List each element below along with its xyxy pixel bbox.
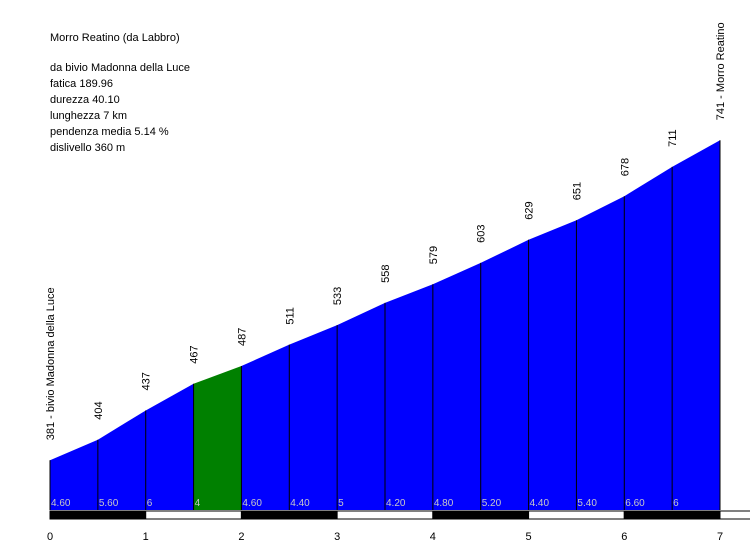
info-line: fatica 189.96: [50, 78, 113, 90]
distance-bar: [528, 510, 625, 520]
chart-title: Morro Reatino (da Labbro): [50, 32, 180, 44]
x-tick-label: 7: [717, 531, 723, 543]
segment: [193, 366, 242, 510]
distance-bar: [432, 510, 530, 520]
segment: [241, 344, 290, 510]
gradient-label: 5.20: [482, 498, 502, 509]
segment: [289, 325, 338, 510]
info-line: durezza 40.10: [50, 94, 120, 106]
x-tick-label: 5: [526, 531, 532, 543]
info-line: lunghezza 7 km: [50, 110, 127, 122]
segment: [624, 166, 673, 510]
segment: [97, 410, 146, 510]
segment: [50, 439, 98, 510]
gradient-label: 6: [147, 498, 153, 509]
segment: [337, 302, 385, 510]
elevation-label: 404: [93, 401, 105, 419]
gradient-label: 5.40: [577, 498, 597, 509]
segment: [432, 262, 481, 510]
distance-bar: [336, 510, 434, 520]
gradient-label: 6: [673, 498, 679, 509]
gradient-label: 4.60: [51, 498, 71, 509]
info-line: dislivello 360 m: [50, 142, 125, 154]
elevation-label: 511: [284, 307, 296, 325]
gradient-label: 4.40: [290, 498, 310, 509]
x-tick-label: 3: [334, 531, 340, 543]
x-tick-label: 2: [238, 531, 244, 543]
gradient-label: 4.20: [386, 498, 406, 509]
gradient-label: 4: [195, 498, 201, 509]
segment: [528, 220, 577, 510]
elevation-label: 558: [380, 265, 392, 283]
elevation-label: 603: [476, 225, 488, 243]
elevation-label: 533: [332, 287, 344, 305]
elevation-label: 678: [619, 158, 631, 176]
gradient-label: 4.60: [242, 498, 262, 509]
distance-bar: [240, 510, 338, 520]
elevation-label: 437: [141, 372, 153, 390]
distance-bar: [623, 510, 721, 520]
elevation-label: 467: [189, 345, 201, 363]
gradient-label: 6.60: [625, 498, 645, 509]
segment: [576, 196, 625, 510]
gradient-label: 5.60: [99, 498, 119, 509]
elevation-label: 381 - bivio Madonna della Luce: [45, 287, 57, 440]
elevation-label: 629: [524, 201, 536, 219]
elevation-label: 711: [667, 129, 679, 147]
segment: [145, 383, 194, 510]
elevation-label: 651: [571, 182, 583, 200]
x-tick-label: 1: [143, 531, 149, 543]
segment: [385, 284, 433, 510]
segment: [672, 140, 720, 510]
info-line: pendenza media 5.14 %: [50, 126, 169, 138]
gradient-label: 4.80: [434, 498, 454, 509]
elevation-label: 741 - Morro Reatino: [715, 22, 727, 120]
elevation-label: 487: [236, 328, 248, 346]
x-tick-label: 0: [47, 531, 53, 543]
distance-bar: [145, 510, 242, 520]
elevation-label: 579: [428, 246, 440, 264]
gradient-label: 5: [338, 498, 344, 509]
distance-bar: [49, 510, 147, 520]
segment: [480, 239, 529, 510]
x-tick-label: 4: [430, 531, 436, 543]
gradient-label: 4.40: [530, 498, 550, 509]
x-tick-label: 6: [621, 531, 627, 543]
info-line: da bivio Madonna della Luce: [50, 62, 190, 74]
